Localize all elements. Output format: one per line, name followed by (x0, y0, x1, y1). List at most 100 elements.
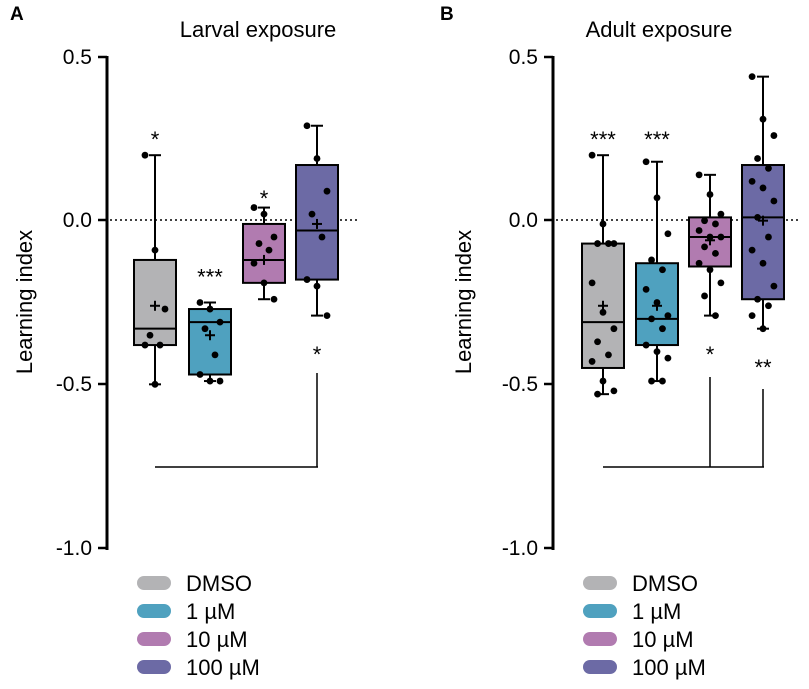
data-point-100m (759, 184, 767, 192)
box-10m (242, 222, 286, 284)
legend-swatch-dmso (137, 576, 171, 590)
data-point-100m (313, 155, 321, 162)
data-point-10m (712, 220, 719, 228)
legend-label-100m: 100 µM (632, 655, 706, 680)
data-point-1m (648, 377, 655, 385)
data-point-dmso (141, 151, 149, 159)
data-point-100m (318, 233, 326, 241)
data-point-1m (653, 194, 661, 202)
data-point-dmso (161, 305, 169, 313)
data-point-1m (196, 299, 204, 306)
data-point-10m (695, 259, 703, 267)
data-point-1m (196, 371, 204, 378)
legend-label-10m: 10 µM (186, 627, 248, 652)
data-point-1m (659, 377, 666, 385)
significance-dmso: *** (590, 127, 616, 152)
legend-label-1m: 1 µM (186, 599, 235, 624)
data-point-100m (303, 122, 311, 130)
legend-label-dmso: DMSO (186, 571, 252, 596)
data-point-dmso (588, 358, 596, 365)
data-point-dmso (151, 380, 159, 388)
data-point-dmso (594, 240, 601, 247)
panel-a: A Larval exposure Learning index 0.5 0.0… (10, 4, 358, 560)
significance-1m: *** (197, 264, 223, 289)
data-point-100m (770, 197, 778, 205)
panel-a-ylabel: Learning index (12, 230, 37, 374)
significance-dmso: * (151, 127, 160, 152)
panel-b: B Adult exposure Learning index 0.5 0.0 … (440, 4, 800, 560)
panel-b-ytick-label: -1.0 (502, 537, 538, 560)
significance-10m: * (260, 186, 269, 211)
data-point-10m (260, 279, 268, 287)
legend-swatch-100m (583, 660, 617, 674)
data-point-1m (216, 318, 224, 326)
data-point-100m (754, 295, 761, 303)
data-point-1m (206, 305, 214, 313)
data-point-dmso (156, 341, 164, 349)
data-point-1m (648, 256, 655, 264)
data-point-dmso (599, 377, 607, 385)
data-point-dmso (610, 325, 618, 333)
data-point-100m (313, 282, 321, 290)
data-point-10m (706, 191, 714, 198)
data-point-dmso (594, 338, 601, 346)
significance-1m: *** (644, 127, 670, 152)
data-point-1m (201, 325, 209, 333)
legend-label-100m: 100 µM (186, 655, 260, 680)
data-point-10m (701, 217, 708, 225)
data-point-1m (653, 348, 661, 355)
panel-a-title: Larval exposure (180, 17, 337, 42)
data-point-10m (706, 233, 714, 241)
data-point-10m (695, 227, 703, 234)
legend-swatch-1m (137, 604, 171, 618)
data-point-100m (765, 164, 772, 172)
panel-a-bracket-significance: * (313, 342, 322, 367)
data-point-10m (701, 292, 708, 300)
data-point-10m (717, 210, 725, 218)
panel-b-bracket-significance-100uM: ** (754, 355, 772, 380)
panel-a-boxes: ***** (133, 122, 339, 388)
data-point-1m (206, 377, 214, 385)
data-point-10m (250, 204, 258, 211)
data-point-dmso (610, 387, 618, 395)
data-point-10m (701, 243, 708, 251)
panel-a-ytick-label: -1.0 (56, 537, 92, 560)
data-point-1m (642, 158, 650, 166)
data-point-100m (308, 210, 316, 218)
data-point-100m (770, 282, 778, 290)
data-point-1m (664, 230, 672, 238)
data-point-dmso (599, 220, 607, 228)
legend-swatch-10m (583, 632, 617, 646)
data-point-1m (648, 315, 655, 323)
legend-label-dmso: DMSO (632, 571, 698, 596)
data-point-dmso (588, 151, 596, 159)
data-point-100m (754, 155, 761, 162)
panel-b-bracket-significance-10uM: * (706, 342, 715, 367)
data-point-1m (659, 325, 666, 333)
data-point-dmso (605, 351, 612, 359)
data-point-100m (323, 312, 331, 319)
data-point-100m (748, 312, 756, 319)
panel-b-ytick-label: 0.0 (509, 209, 538, 232)
data-point-dmso (599, 308, 607, 316)
data-point-dmso (594, 390, 601, 398)
data-point-10m (712, 312, 719, 319)
data-point-dmso (588, 279, 596, 287)
data-point-1m (664, 312, 672, 319)
data-point-10m (265, 246, 273, 254)
box-1m (188, 308, 232, 376)
data-point-1m (642, 286, 650, 293)
data-point-100m (748, 73, 756, 81)
data-point-100m (754, 213, 761, 221)
data-point-10m (717, 233, 725, 241)
data-point-10m (250, 259, 258, 267)
data-point-dmso (141, 341, 149, 349)
legend-swatch-1m (583, 604, 617, 618)
legend-panel-a: DMSO 1 µM 10 µM 100 µM (137, 571, 260, 680)
panel-b-title: Adult exposure (586, 17, 733, 42)
data-point-100m (323, 187, 331, 195)
legend-swatch-dmso (583, 576, 617, 590)
legend-label-1m: 1 µM (632, 599, 681, 624)
data-point-100m (759, 325, 767, 333)
data-point-10m (712, 250, 719, 257)
